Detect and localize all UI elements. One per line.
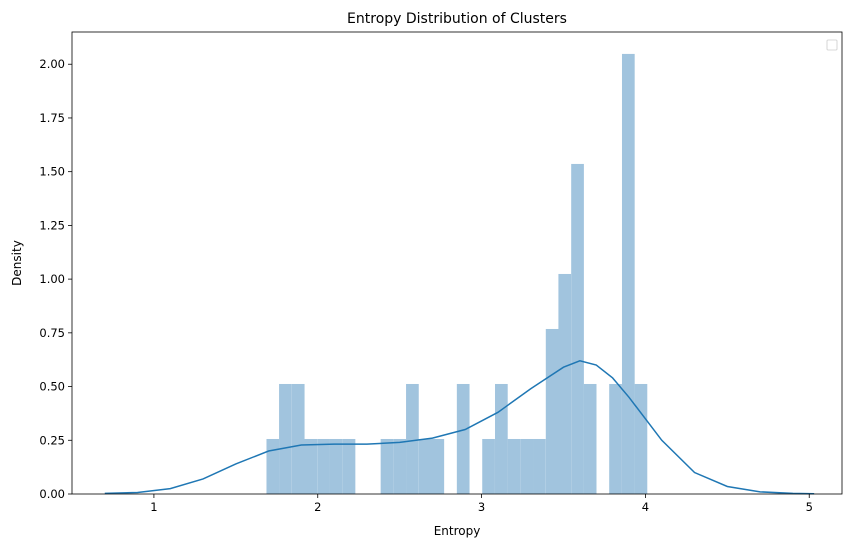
axes-frame — [71, 31, 843, 495]
histogram-bar — [342, 438, 356, 494]
y-tick-label: 0.25 — [39, 433, 65, 447]
histogram-bar — [456, 383, 470, 494]
y-tick-label: 2.00 — [39, 57, 65, 71]
chart-title: Entropy Distribution of Clusters — [347, 11, 567, 27]
histogram-bar — [558, 273, 572, 494]
y-axis-label: Density — [10, 240, 24, 286]
histogram-bar — [495, 383, 508, 494]
histogram-bar — [279, 383, 292, 494]
histogram-bars — [266, 53, 648, 495]
histogram-bar — [507, 438, 521, 494]
histogram-bar — [418, 438, 432, 494]
y-tick-label: 1.25 — [39, 218, 65, 232]
histogram-bar — [393, 438, 407, 494]
y-axis-ticks: 0.00 0.25 0.50 0.75 1.00 1.25 1.50 1.75 2.00 — [39, 57, 72, 501]
y-tick-label: 0.00 — [39, 487, 65, 501]
x-axis-label: Entropy — [434, 524, 481, 538]
x-axis-ticks: 1 2 3 4 5 — [150, 494, 813, 514]
x-tick-label: 1 — [150, 500, 157, 514]
y-tick-label: 0.75 — [39, 326, 65, 340]
histogram-bar — [291, 383, 305, 494]
histogram-bar — [571, 163, 584, 494]
histogram-bar — [533, 438, 546, 494]
plot-area — [71, 31, 843, 495]
y-tick-label: 1.00 — [39, 272, 65, 286]
y-tick-label: 1.50 — [39, 165, 65, 179]
histogram-bar — [329, 438, 343, 494]
histogram-bar — [317, 438, 330, 494]
histogram-bar — [406, 383, 419, 494]
histogram-bar — [266, 438, 280, 494]
legend-box — [826, 39, 838, 51]
histogram-bar — [520, 438, 534, 494]
histogram-bar — [482, 438, 495, 494]
kde-line — [104, 359, 815, 495]
histogram-bar — [545, 328, 559, 494]
histogram-bar — [609, 383, 622, 494]
x-tick-label: 5 — [806, 500, 813, 514]
x-tick-label: 2 — [314, 500, 321, 514]
y-tick-label: 0.50 — [39, 380, 65, 394]
histogram-bar — [634, 383, 648, 494]
x-tick-label: 4 — [642, 500, 649, 514]
x-tick-label: 3 — [478, 500, 485, 514]
histogram-bar — [583, 383, 597, 494]
histogram-bar — [621, 53, 635, 495]
histogram-bar — [431, 438, 445, 494]
y-tick-label: 1.75 — [39, 111, 65, 125]
histogram-bar — [304, 438, 318, 494]
histogram-bar — [380, 438, 394, 494]
